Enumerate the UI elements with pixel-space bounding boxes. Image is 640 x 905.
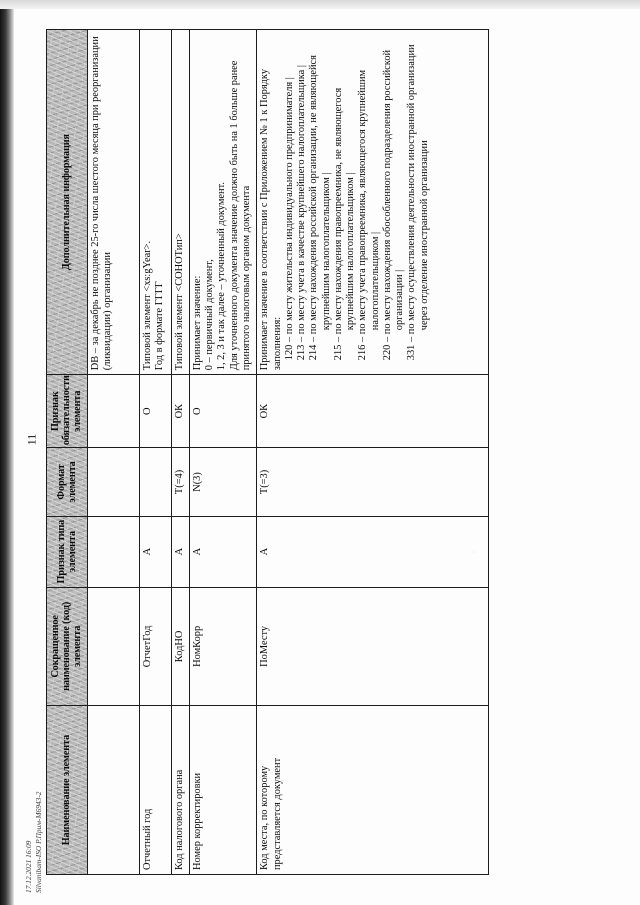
cell-additional-info: Типовой элемент <СОНОТип> [171, 29, 190, 375]
table-body: DB – за декабрь не позднее 25-го числа ш… [87, 29, 489, 875]
column-header-short-name: Сокращенное наименование (код) элемента [46, 587, 88, 706]
cell-short-name: КодНО [171, 587, 190, 706]
cell-type-flag: А [171, 516, 190, 588]
cell-format: N(3) [189, 447, 257, 517]
cell-element-name: Отчетный год [139, 705, 172, 875]
footer-timestamp: 17.12.2021 16:09 [24, 840, 34, 893]
column-header-element-name: Наименование элемента [46, 705, 88, 875]
info-lead-text: DB – за декабрь не позднее 25-го числа ш… [89, 36, 113, 371]
cell-required [87, 374, 140, 448]
cell-short-name: ОтчетГод [139, 587, 172, 706]
cell-required: О [139, 374, 172, 448]
table-row: Код налогового органа КодНО А T(=4) ОК Т… [171, 29, 190, 875]
place-code-item: 213 – по месту учета в качестве крупнейш… [296, 65, 308, 361]
cell-required: О [189, 374, 257, 448]
cell-element-name: Номер корректировки [189, 705, 257, 875]
place-code-item: 331 – по месту осуществления деятельност… [406, 44, 430, 361]
cell-element-name [87, 705, 140, 875]
cell-type-flag: А [139, 516, 172, 588]
info-lead-text: Принимает значение: 0 – первичный докуме… [191, 60, 252, 371]
cell-element-name: Код налогового органа [171, 705, 190, 875]
cell-format: T(=3) [256, 447, 489, 517]
table-row: Номер корректировки НомКорр А N(3) О При… [189, 29, 257, 875]
info-lead-text: Типовой элемент <СОНОТип> [173, 233, 185, 371]
cell-short-name: НомКорр [189, 587, 257, 706]
place-code-item: 214 – по месту нахождения российской орг… [308, 55, 332, 361]
cell-required: ОК [256, 374, 489, 448]
table-row: DB – за декабрь не позднее 25-го числа ш… [87, 29, 140, 875]
cell-format [87, 447, 140, 517]
cell-format [139, 447, 172, 517]
cell-element-name: Код места, по которому представляется до… [256, 705, 489, 875]
cell-required: ОК [171, 374, 190, 448]
scan-binding-shadow [0, 0, 14, 905]
cell-additional-info: DB – за декабрь не позднее 25-го числа ш… [87, 29, 140, 375]
cell-additional-info: Принимает значение в соответствии с Прил… [256, 29, 489, 375]
cell-type-flag: А [189, 516, 257, 588]
page-number: 11 [24, 432, 66, 472]
table-row: Отчетный год ОтчетГод А О Типовой элемен… [139, 29, 172, 875]
column-header-additional-info: Дополнительная информация [46, 29, 88, 375]
place-code-item: 220 – по месту нахождения обособленного … [381, 49, 406, 361]
cell-type-flag: А [256, 516, 489, 588]
info-lead-text: Типовой элемент <xs:gYear>. Год в формат… [141, 240, 165, 371]
page-content-canvas: Наименование элемента Сокращенное наимен… [46, 21, 594, 883]
cell-type-flag [87, 516, 140, 588]
footer-identifier: Silvanibam-ISO P.Прим-М6943-2 [34, 791, 43, 893]
place-code-item: 215 – по месту нахождения правопреемника… [332, 87, 357, 361]
cell-additional-info: Принимает значение: 0 – первичный докуме… [189, 29, 257, 375]
info-lead-text: Принимает значение в соответствии с Прил… [259, 68, 283, 371]
place-code-list: 120 – по месту жительства индивидуальног… [284, 34, 431, 370]
cell-additional-info: Типовой элемент <xs:gYear>. Год в формат… [139, 29, 172, 375]
cell-format: T(=4) [171, 447, 190, 517]
column-header-type-flag: Признак типа элемента [46, 516, 88, 588]
footer-stamp-inner: 17.12.2021 16:09 Silvanibam-ISO P.Прим-М… [24, 733, 44, 893]
element-specification-table: Наименование элемента Сокращенное наимен… [46, 29, 489, 875]
place-code-item: 216 – по месту учета правопреемника, явл… [357, 69, 381, 361]
place-code-item: 120 – по месту жительства индивидуальног… [283, 77, 295, 361]
scan-top-edge [0, 0, 640, 9]
table-row: Код места, по которому представляется до… [256, 29, 489, 875]
page-number-value: 11 [24, 433, 39, 446]
cell-short-name [87, 587, 140, 706]
cell-short-name: ПоМесту [256, 587, 489, 706]
footer-stamp: 17.12.2021 16:09 Silvanibam-ISO P.Прим-М… [18, 741, 43, 893]
